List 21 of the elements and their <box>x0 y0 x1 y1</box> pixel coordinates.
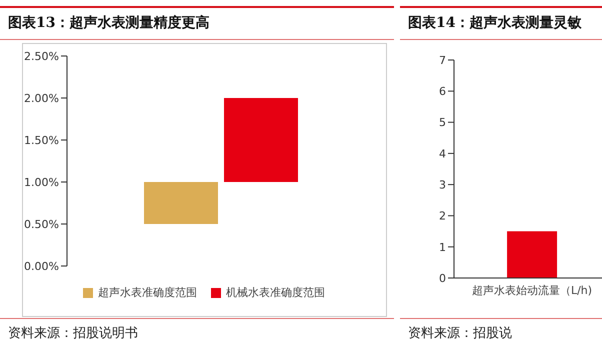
y-tick-label: 0.00% <box>24 260 59 273</box>
y-tick-label: 1.00% <box>24 176 59 189</box>
text: 资料来源：招股说 <box>408 325 512 342</box>
y-tick-label: 2 <box>439 210 446 223</box>
x-tick-label: 超声水表始动流量（L/h) <box>472 284 592 297</box>
text: 资料来源：招股说明书 <box>8 325 138 342</box>
y-tick-label: 3 <box>439 178 446 192</box>
y-tick-label: 1.50% <box>24 134 59 147</box>
y-tick-label: 5 <box>439 116 446 130</box>
legend-label: 超声水表准确度范围 <box>98 285 197 300</box>
y-tick-label: 1 <box>439 240 446 254</box>
y-tick-label: 0 <box>439 272 446 285</box>
chart-title: 图表14：超声水表测量灵敏 <box>408 14 582 32</box>
y-tick-label: 2.00% <box>24 92 59 105</box>
chart-title: 图表13：超声水表测量精度更高 <box>8 14 210 32</box>
y-tick-label: 0.50% <box>24 218 59 231</box>
y-tick-label: 6 <box>439 85 446 98</box>
legend-label: 机械水表准确度范围 <box>226 285 325 300</box>
y-tick-label: 7 <box>439 54 446 67</box>
y-tick-label: 2.50% <box>24 50 59 63</box>
y-tick-label: 4 <box>439 147 446 160</box>
